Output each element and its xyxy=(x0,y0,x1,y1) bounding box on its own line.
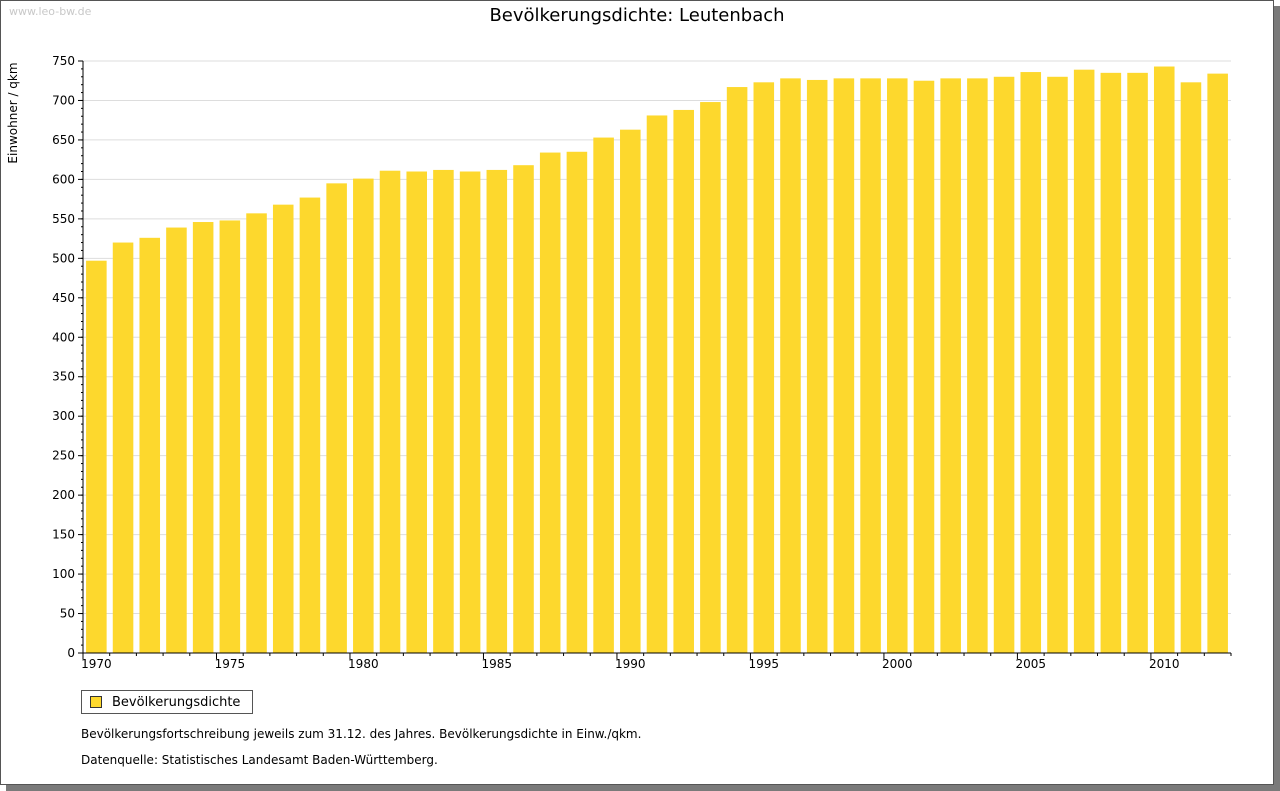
x-tick-label: 1975 xyxy=(215,657,246,671)
y-tick-label: 250 xyxy=(52,449,75,463)
y-tick-label: 750 xyxy=(52,54,75,68)
bar-1978 xyxy=(299,197,321,653)
bar-2007 xyxy=(1073,69,1095,653)
bar-2008 xyxy=(1100,72,1122,654)
bar-1994 xyxy=(726,87,748,654)
x-tick-label: 1990 xyxy=(615,657,646,671)
bar-1982 xyxy=(406,171,427,654)
bar-1992 xyxy=(673,109,694,654)
bar-1993 xyxy=(700,102,721,653)
bar-2012 xyxy=(1207,73,1228,653)
bar-1977 xyxy=(272,204,294,653)
bar-chart: 0 50 100 150 200 250 300 350 400 450 500 550 600 650 7… xyxy=(52,54,1232,671)
bar-1988 xyxy=(566,151,588,654)
y-tick-label: 550 xyxy=(52,212,75,226)
bar-1970 xyxy=(86,260,107,653)
bar-1985 xyxy=(486,169,508,654)
bar-1991 xyxy=(646,115,668,654)
bar-2000 xyxy=(887,78,908,653)
bar-1971 xyxy=(112,242,134,653)
x-tick-label: 1980 xyxy=(348,657,379,671)
x-tick-label: 1970 xyxy=(81,657,112,671)
y-tick-label: 500 xyxy=(52,251,75,265)
bar-1983 xyxy=(433,169,454,654)
bar-1980 xyxy=(353,178,374,654)
bar-1999 xyxy=(860,78,881,653)
x-tick-label: 2000 xyxy=(882,657,913,671)
x-tick-label: 2005 xyxy=(1015,657,1046,671)
bar-2009 xyxy=(1127,72,1148,654)
x-tick-label: 2010 xyxy=(1149,657,1180,671)
chart-title: Bevölkerungsdichte: Leutenbach xyxy=(489,5,785,26)
bar-1986 xyxy=(513,165,534,653)
bar-1984 xyxy=(459,171,481,654)
bar-1979 xyxy=(326,183,347,653)
bar-1997 xyxy=(806,79,828,654)
watermark: www.leo-bw.de xyxy=(9,5,92,18)
y-tick-label: 300 xyxy=(52,409,75,423)
y-tick-label: 200 xyxy=(52,488,75,502)
bar-1998 xyxy=(833,78,855,653)
bar-1995 xyxy=(753,82,775,653)
bar-1972 xyxy=(139,237,161,653)
legend-label: Bevölkerungsdichte xyxy=(112,694,241,710)
bar-2010 xyxy=(1153,66,1175,653)
bar-2003 xyxy=(967,78,988,653)
bar-2011 xyxy=(1180,82,1202,653)
bar-1973 xyxy=(166,227,187,654)
bar-1987 xyxy=(539,152,561,653)
bar-2005 xyxy=(1020,72,1042,654)
y-tick-label: 700 xyxy=(52,93,75,107)
footnote-source: Datenquelle: Statistisches Landesamt Bad… xyxy=(81,753,438,767)
bar-2004 xyxy=(993,76,1015,653)
legend-swatch-icon xyxy=(90,696,102,708)
y-tick-label: 50 xyxy=(60,607,75,621)
footnote-description: Bevölkerungsfortschreibung jeweils zum 3… xyxy=(81,727,642,741)
x-tick-label: 1985 xyxy=(482,657,513,671)
y-tick-label: 400 xyxy=(52,330,75,344)
y-tick-label: 650 xyxy=(52,133,75,147)
y-tick-label: 150 xyxy=(52,528,75,542)
y-tick-label: 100 xyxy=(52,567,75,581)
bar-1976 xyxy=(246,213,267,653)
bar-1981 xyxy=(379,170,401,653)
y-tick-label: 450 xyxy=(52,291,75,305)
x-tick-label: 1995 xyxy=(749,657,780,671)
legend: Bevölkerungsdichte xyxy=(81,690,254,714)
bar-1990 xyxy=(620,129,641,653)
bar-1974 xyxy=(192,222,214,654)
bar-2006 xyxy=(1047,76,1068,653)
y-tick-label: 0 xyxy=(67,646,75,660)
bar-1996 xyxy=(780,78,801,653)
bar-2001 xyxy=(913,80,935,653)
bar-1989 xyxy=(593,137,614,654)
y-tick-label: 350 xyxy=(52,370,75,384)
y-tick-label: 600 xyxy=(52,172,75,186)
bar-1975 xyxy=(219,220,241,654)
bar-2002 xyxy=(940,78,961,653)
